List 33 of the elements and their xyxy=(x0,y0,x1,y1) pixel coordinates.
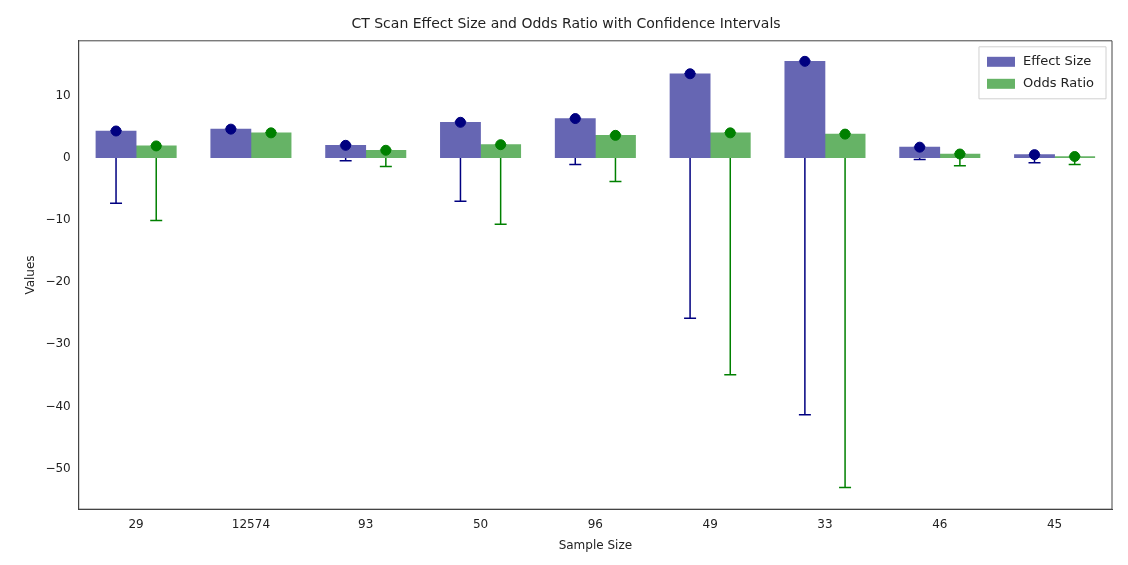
x-tick-label: 33 xyxy=(817,516,833,531)
x-tick-label: 29 xyxy=(128,516,144,531)
x-tick-label: 96 xyxy=(587,516,603,531)
bar xyxy=(784,61,826,159)
x-tick-label: 49 xyxy=(702,516,718,531)
y-tick-label: −30 xyxy=(45,336,71,351)
bar xyxy=(95,130,137,159)
x-tick-label: 50 xyxy=(472,516,489,531)
x-axis-title: Sample Size xyxy=(558,537,633,552)
legend-label: Effect Size xyxy=(1022,53,1092,69)
bar xyxy=(709,132,751,159)
y-axis-title: Values xyxy=(23,255,38,295)
x-tick-label: 46 xyxy=(932,516,948,531)
y-tick-label: 10 xyxy=(55,87,71,102)
x-tick-label: 45 xyxy=(1046,516,1063,531)
y-tick-label: −50 xyxy=(45,460,71,475)
bar xyxy=(480,144,522,159)
bar xyxy=(250,132,292,159)
y-tick-label: −20 xyxy=(45,274,71,289)
bar xyxy=(669,73,711,159)
y-tick-label: −10 xyxy=(45,212,71,227)
y-tick-label: −40 xyxy=(45,398,71,413)
chart-title: CT Scan Effect Size and Odds Ratio with Confidence Intervals xyxy=(351,15,781,32)
x-tick-label: 12574 xyxy=(231,516,271,531)
x-tick-label: 93 xyxy=(358,516,374,531)
bar xyxy=(824,133,866,159)
bar xyxy=(440,121,481,159)
bar xyxy=(554,118,596,159)
y-tick-label: 0 xyxy=(63,149,71,164)
bar xyxy=(325,144,367,159)
bar xyxy=(595,135,636,159)
legend-label: Odds Ratio xyxy=(1022,75,1095,91)
bar xyxy=(210,128,252,159)
